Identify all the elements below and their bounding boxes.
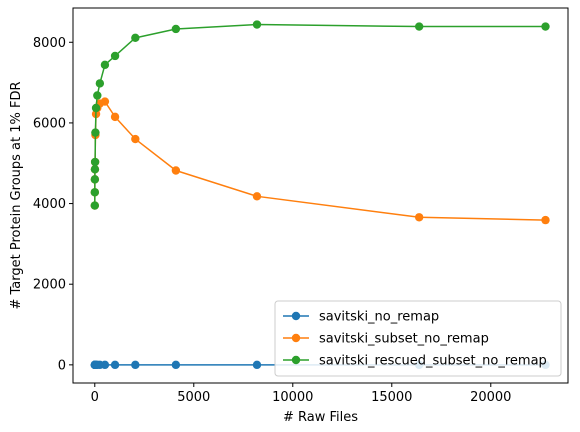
data-point bbox=[100, 360, 110, 370]
data-point bbox=[541, 215, 550, 225]
data-point bbox=[90, 165, 100, 174]
legend-item: savitski_rescued_subset_no_remap bbox=[283, 354, 547, 369]
data-point bbox=[90, 201, 100, 210]
data-point bbox=[252, 192, 262, 201]
series-line-savitski_rescued_subset_no_remap bbox=[94, 23, 546, 206]
data-point bbox=[252, 360, 262, 370]
data-point bbox=[171, 360, 181, 370]
data-point bbox=[91, 103, 101, 113]
data-point bbox=[90, 175, 100, 184]
axes: 0 5000 10000 15000 20000 0 2000 4000 6000 8000 bbox=[33, 7, 569, 405]
data-point bbox=[110, 112, 120, 122]
y-tick-label: 8000 bbox=[33, 36, 66, 51]
data-point bbox=[171, 24, 181, 34]
x-tick-label: 15000 bbox=[371, 390, 412, 405]
data-point bbox=[414, 22, 424, 31]
data-point bbox=[541, 22, 550, 31]
legend-marker bbox=[291, 333, 301, 343]
series-savitski_subset_no_remap bbox=[90, 97, 550, 225]
data-point bbox=[414, 213, 424, 222]
data-point bbox=[252, 20, 262, 29]
data-point bbox=[90, 157, 100, 167]
y-tick-label: 4000 bbox=[33, 197, 66, 212]
legend-label: savitski_no_remap bbox=[319, 310, 439, 325]
x-tick-label: 20000 bbox=[470, 390, 511, 405]
y-tick-label: 6000 bbox=[33, 116, 66, 131]
legend-box bbox=[274, 300, 562, 377]
data-point bbox=[91, 128, 100, 137]
data-point bbox=[131, 360, 140, 370]
x-axis-label: # Raw Files bbox=[283, 410, 358, 425]
data-point bbox=[100, 60, 110, 70]
series-line-savitski_subset_no_remap bbox=[94, 100, 546, 221]
data-point bbox=[131, 33, 140, 43]
x-tick-label: 10000 bbox=[272, 390, 313, 405]
y-tick-label: 2000 bbox=[33, 278, 66, 293]
data-point bbox=[93, 91, 102, 100]
legend-marker bbox=[291, 355, 301, 365]
data-point bbox=[90, 188, 100, 197]
legend-item: savitski_no_remap bbox=[283, 310, 439, 325]
x-tick-label: 5000 bbox=[177, 390, 210, 405]
plot-area bbox=[90, 20, 550, 370]
data-point bbox=[100, 97, 110, 106]
data-point bbox=[110, 360, 120, 370]
series-savitski_rescued_subset_no_remap bbox=[90, 20, 550, 210]
y-axis-label: # Target Protein Groups at 1% FDR bbox=[9, 81, 24, 309]
data-point bbox=[131, 134, 140, 144]
legend-label: savitski_rescued_subset_no_remap bbox=[319, 354, 547, 369]
axes-frame bbox=[72, 7, 569, 384]
x-tick-label: 0 bbox=[91, 390, 99, 405]
y-tick-label: 0 bbox=[58, 358, 66, 373]
legend: savitski_no_remap savitski_subset_no_rema… bbox=[274, 300, 562, 377]
legend-marker bbox=[291, 311, 301, 321]
data-point bbox=[110, 51, 120, 61]
data-point bbox=[171, 166, 181, 175]
legend-label: savitski_subset_no_remap bbox=[319, 332, 489, 347]
legend-item: savitski_subset_no_remap bbox=[283, 332, 489, 347]
data-point bbox=[95, 79, 105, 88]
